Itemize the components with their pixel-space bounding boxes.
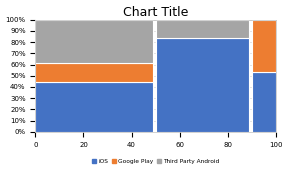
- Bar: [35, 63, 153, 82]
- Bar: [252, 72, 276, 132]
- Bar: [156, 20, 249, 38]
- Bar: [35, 82, 153, 132]
- Legend: iOS, Google Play, Third Party Android: iOS, Google Play, Third Party Android: [92, 159, 219, 164]
- Title: Chart Title: Chart Title: [123, 6, 188, 19]
- Bar: [35, 20, 153, 63]
- Bar: [252, 20, 276, 72]
- Bar: [156, 38, 249, 132]
